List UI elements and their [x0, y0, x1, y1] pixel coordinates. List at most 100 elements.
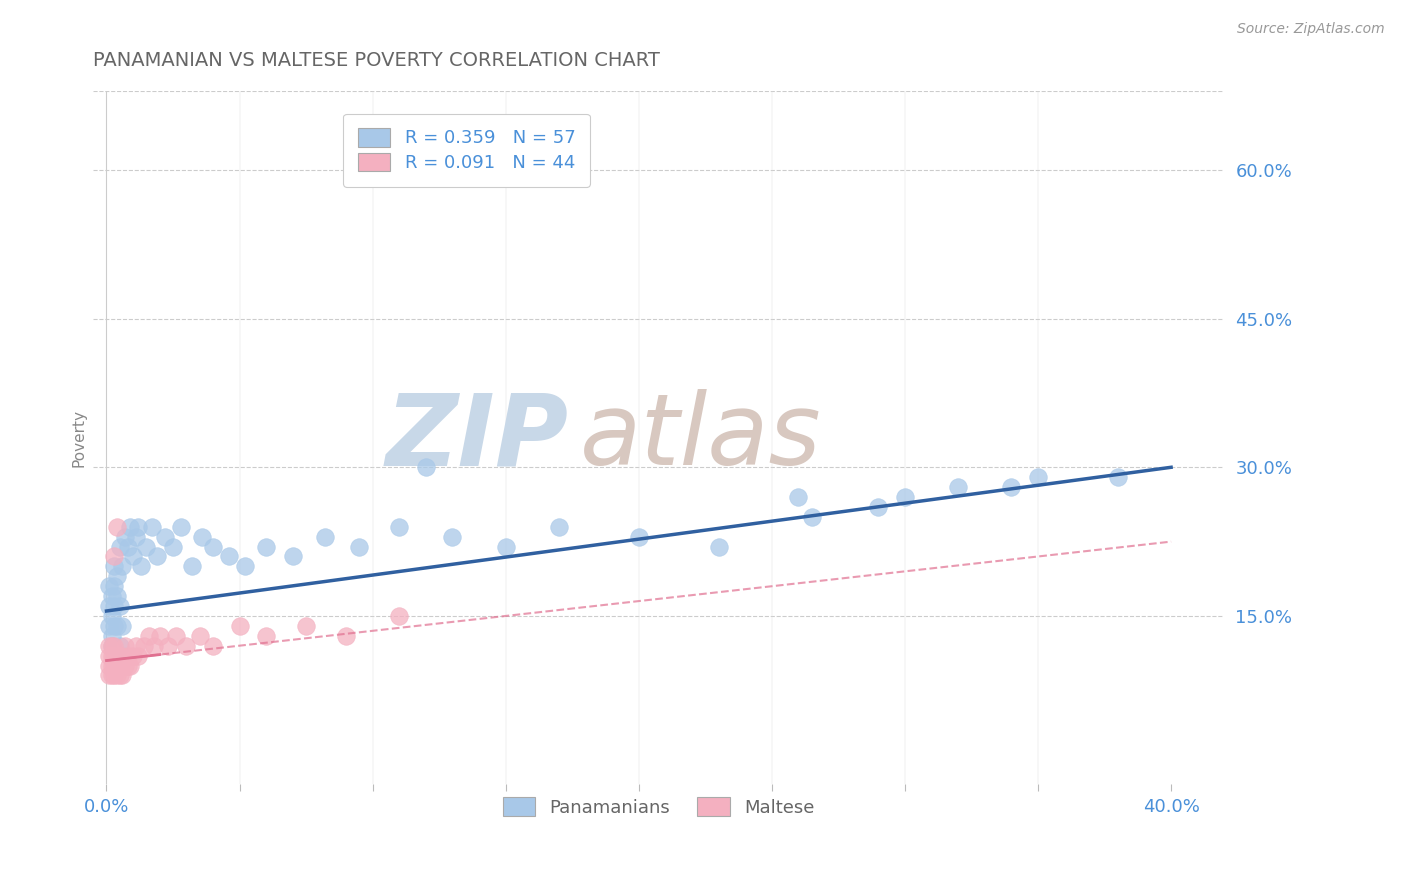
- Point: [98, 658, 121, 673]
- Point: [894, 490, 917, 504]
- Point: [495, 540, 517, 554]
- Point: [108, 599, 131, 613]
- Point: [627, 530, 650, 544]
- Point: [117, 658, 139, 673]
- Point: [122, 549, 145, 564]
- Point: [295, 619, 318, 633]
- Point: [111, 559, 134, 574]
- Point: [349, 540, 371, 554]
- Point: [254, 629, 277, 643]
- Point: [388, 520, 411, 534]
- Point: [946, 480, 969, 494]
- Point: [98, 599, 121, 613]
- Text: atlas: atlas: [579, 389, 821, 486]
- Text: ZIP: ZIP: [385, 389, 568, 486]
- Point: [103, 559, 125, 574]
- Point: [233, 559, 256, 574]
- Point: [127, 520, 149, 534]
- Point: [441, 530, 464, 544]
- Point: [129, 559, 152, 574]
- Point: [98, 619, 121, 633]
- Point: [103, 599, 125, 613]
- Point: [165, 629, 187, 643]
- Point: [162, 540, 184, 554]
- Point: [149, 629, 172, 643]
- Point: [98, 639, 121, 653]
- Point: [105, 668, 128, 682]
- Point: [335, 629, 357, 643]
- Point: [180, 559, 202, 574]
- Point: [111, 619, 134, 633]
- Point: [127, 648, 149, 663]
- Point: [101, 648, 124, 663]
- Point: [105, 658, 128, 673]
- Point: [101, 609, 124, 624]
- Point: [103, 658, 125, 673]
- Point: [108, 648, 131, 663]
- Point: [153, 530, 176, 544]
- Point: [281, 549, 304, 564]
- Point: [188, 629, 211, 643]
- Point: [800, 509, 823, 524]
- Point: [103, 648, 125, 663]
- Point: [548, 520, 571, 534]
- Point: [201, 639, 224, 653]
- Point: [108, 540, 131, 554]
- Point: [1026, 470, 1049, 484]
- Point: [98, 579, 121, 593]
- Point: [122, 648, 145, 663]
- Point: [143, 639, 166, 653]
- Point: [191, 530, 214, 544]
- Point: [117, 648, 139, 663]
- Point: [114, 658, 136, 673]
- Point: [868, 500, 890, 514]
- Text: PANAMANIAN VS MALTESE POVERTY CORRELATION CHART: PANAMANIAN VS MALTESE POVERTY CORRELATIO…: [93, 51, 659, 70]
- Point: [111, 668, 134, 682]
- Point: [103, 619, 125, 633]
- Point: [114, 530, 136, 544]
- Point: [105, 520, 128, 534]
- Point: [138, 629, 160, 643]
- Point: [176, 639, 198, 653]
- Point: [156, 639, 179, 653]
- Point: [125, 530, 148, 544]
- Point: [120, 520, 142, 534]
- Point: [105, 648, 128, 663]
- Point: [254, 540, 277, 554]
- Point: [111, 648, 134, 663]
- Point: [101, 589, 124, 603]
- Legend: Panamanians, Maltese: Panamanians, Maltese: [495, 790, 823, 824]
- Point: [108, 668, 131, 682]
- Point: [101, 639, 124, 653]
- Point: [98, 648, 121, 663]
- Point: [787, 490, 810, 504]
- Y-axis label: Poverty: Poverty: [72, 409, 86, 467]
- Point: [170, 520, 193, 534]
- Point: [103, 639, 125, 653]
- Point: [103, 579, 125, 593]
- Text: Source: ZipAtlas.com: Source: ZipAtlas.com: [1237, 22, 1385, 37]
- Point: [125, 639, 148, 653]
- Point: [441, 163, 464, 178]
- Point: [98, 668, 121, 682]
- Point: [117, 540, 139, 554]
- Point: [228, 619, 250, 633]
- Point: [108, 658, 131, 673]
- Point: [707, 540, 730, 554]
- Point: [120, 658, 142, 673]
- Point: [218, 549, 240, 564]
- Point: [105, 619, 128, 633]
- Point: [105, 569, 128, 583]
- Point: [1107, 470, 1129, 484]
- Point: [103, 668, 125, 682]
- Point: [141, 520, 163, 534]
- Point: [105, 589, 128, 603]
- Point: [114, 639, 136, 653]
- Point: [101, 658, 124, 673]
- Point: [314, 530, 336, 544]
- Point: [101, 668, 124, 682]
- Point: [1000, 480, 1022, 494]
- Point: [132, 639, 155, 653]
- Point: [415, 460, 437, 475]
- Point: [388, 609, 411, 624]
